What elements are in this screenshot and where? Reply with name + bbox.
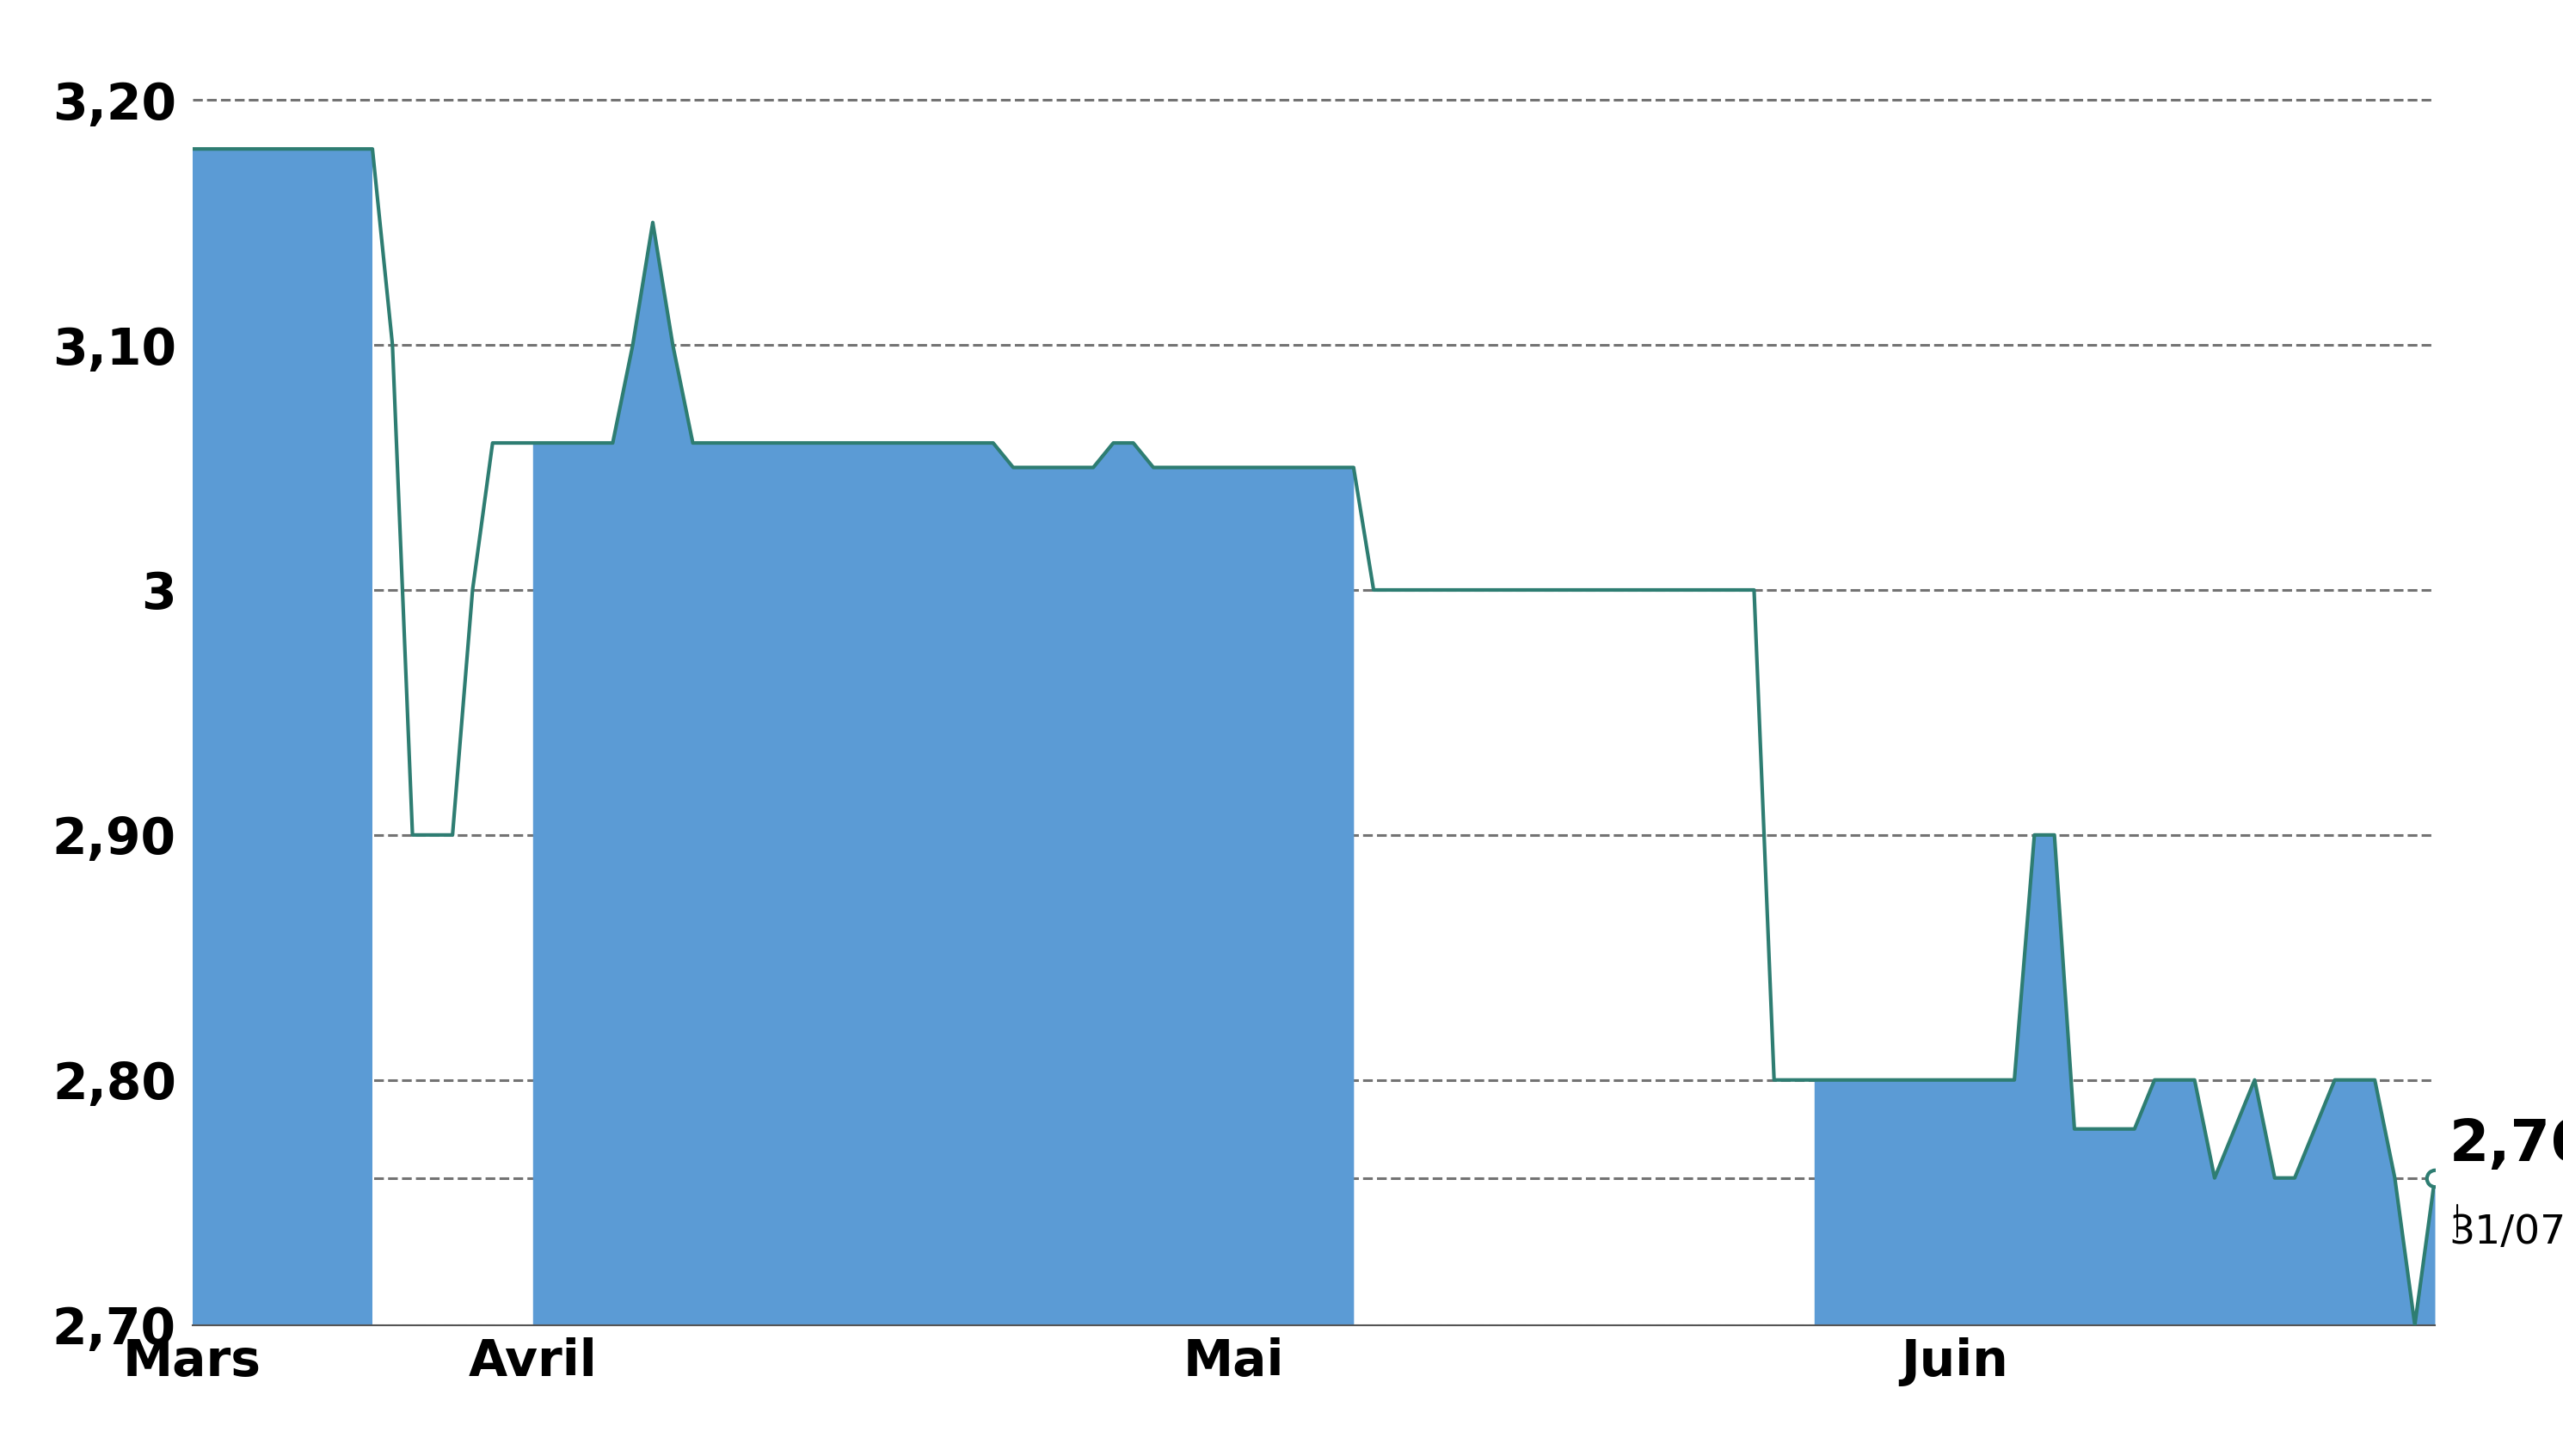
Text: ABL Diagnostics: ABL Diagnostics bbox=[848, 16, 1715, 108]
Text: 31/07: 31/07 bbox=[2450, 1214, 2563, 1252]
Text: 2,76: 2,76 bbox=[2450, 1117, 2563, 1174]
